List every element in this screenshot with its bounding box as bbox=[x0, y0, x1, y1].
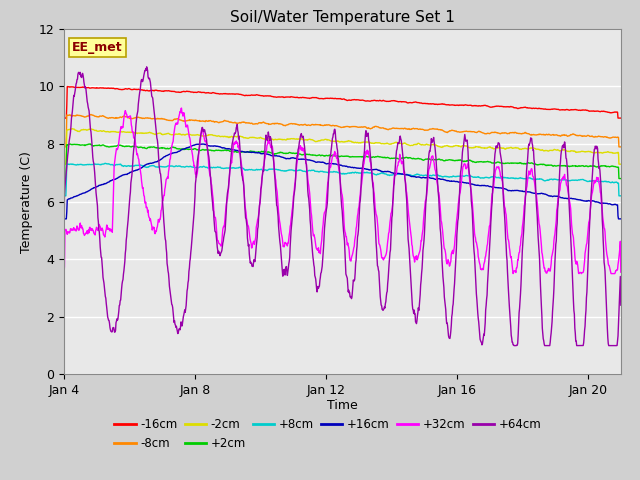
+16cm bbox=[365, 167, 372, 172]
Line: +64cm: +64cm bbox=[64, 67, 621, 346]
+8cm bbox=[617, 193, 625, 199]
+64cm bbox=[154, 149, 162, 155]
-2cm bbox=[60, 161, 68, 167]
-2cm bbox=[353, 140, 361, 145]
+16cm bbox=[302, 156, 310, 162]
+2cm bbox=[134, 144, 142, 150]
+8cm bbox=[60, 193, 68, 199]
+2cm bbox=[617, 176, 625, 181]
-16cm bbox=[617, 115, 625, 121]
+64cm bbox=[617, 302, 625, 308]
-2cm bbox=[617, 161, 625, 167]
-2cm bbox=[68, 126, 76, 132]
+2cm bbox=[66, 141, 74, 147]
+8cm bbox=[302, 169, 310, 175]
Title: Soil/Water Temperature Set 1: Soil/Water Temperature Set 1 bbox=[230, 10, 455, 25]
+32cm bbox=[302, 160, 310, 166]
+64cm bbox=[365, 137, 372, 143]
-2cm bbox=[134, 130, 142, 136]
+2cm bbox=[365, 154, 372, 159]
+64cm bbox=[143, 64, 150, 70]
-16cm bbox=[248, 92, 256, 98]
+8cm bbox=[353, 169, 361, 175]
-16cm bbox=[365, 98, 372, 104]
+2cm bbox=[154, 145, 162, 151]
-8cm bbox=[248, 120, 256, 126]
+64cm bbox=[302, 160, 310, 166]
-2cm bbox=[365, 139, 372, 145]
-8cm bbox=[87, 111, 95, 117]
+32cm bbox=[248, 245, 256, 251]
Line: -2cm: -2cm bbox=[64, 129, 621, 164]
+64cm bbox=[353, 243, 361, 249]
-8cm bbox=[365, 125, 372, 131]
+16cm bbox=[248, 149, 256, 155]
+2cm bbox=[60, 176, 68, 181]
+2cm bbox=[302, 152, 310, 157]
-16cm bbox=[60, 115, 68, 121]
+32cm bbox=[353, 218, 361, 224]
+32cm bbox=[134, 153, 141, 159]
-8cm bbox=[302, 122, 310, 128]
-8cm bbox=[134, 114, 142, 120]
Line: +8cm: +8cm bbox=[64, 163, 621, 196]
Line: +32cm: +32cm bbox=[64, 108, 621, 274]
+2cm bbox=[248, 148, 256, 154]
-8cm bbox=[353, 124, 361, 130]
Line: +16cm: +16cm bbox=[64, 144, 621, 219]
+8cm bbox=[154, 164, 162, 170]
-16cm bbox=[353, 97, 361, 103]
+32cm bbox=[60, 271, 68, 276]
+16cm bbox=[617, 216, 625, 222]
-2cm bbox=[154, 131, 162, 136]
Line: +2cm: +2cm bbox=[64, 144, 621, 179]
+16cm bbox=[154, 158, 162, 164]
+8cm bbox=[102, 160, 109, 166]
+32cm bbox=[154, 221, 162, 227]
+64cm bbox=[510, 343, 518, 348]
Line: -16cm: -16cm bbox=[64, 86, 621, 118]
Legend: -16cm, -8cm, -2cm, +2cm, +8cm, +16cm, +32cm, +64cm: -16cm, -8cm, -2cm, +2cm, +8cm, +16cm, +3… bbox=[115, 418, 541, 450]
X-axis label: Time: Time bbox=[327, 398, 358, 411]
-16cm bbox=[154, 88, 162, 94]
+8cm bbox=[134, 163, 142, 168]
-8cm bbox=[154, 116, 162, 122]
-16cm bbox=[302, 95, 310, 101]
Line: -8cm: -8cm bbox=[64, 114, 621, 147]
-16cm bbox=[63, 84, 71, 89]
+2cm bbox=[353, 154, 361, 160]
+16cm bbox=[198, 141, 206, 147]
-2cm bbox=[302, 137, 310, 143]
-8cm bbox=[617, 144, 625, 150]
+32cm bbox=[178, 105, 186, 111]
+16cm bbox=[353, 166, 361, 171]
+64cm bbox=[134, 108, 141, 114]
+32cm bbox=[365, 151, 372, 156]
+16cm bbox=[134, 167, 141, 172]
+32cm bbox=[617, 269, 625, 275]
-2cm bbox=[248, 134, 256, 140]
Y-axis label: Temperature (C): Temperature (C) bbox=[20, 151, 33, 252]
-8cm bbox=[60, 144, 68, 150]
Text: EE_met: EE_met bbox=[72, 41, 123, 54]
+64cm bbox=[248, 264, 256, 269]
+64cm bbox=[60, 254, 68, 260]
-16cm bbox=[134, 86, 142, 92]
+16cm bbox=[60, 216, 68, 222]
+8cm bbox=[248, 167, 256, 173]
+8cm bbox=[365, 170, 372, 176]
